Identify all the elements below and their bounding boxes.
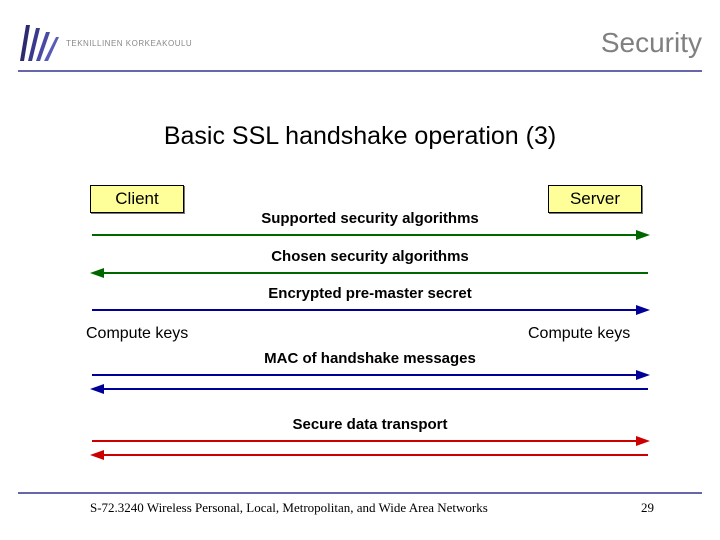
- compute-keys-left: Compute keys: [86, 325, 188, 343]
- header-rule: [18, 70, 702, 72]
- footer-rule: [18, 492, 702, 494]
- arrow-2: [90, 266, 650, 280]
- arrow-3-label: Encrypted pre-master secret: [90, 285, 650, 302]
- arrow-5-label: Secure data transport: [90, 416, 650, 433]
- slide-header: TEKNILLINEN KORKEAKOULU Security: [18, 18, 702, 68]
- institution-logo: TEKNILLINEN KORKEAKOULU: [18, 23, 192, 63]
- arrow-5b: [90, 448, 650, 462]
- header-title: Security: [601, 27, 702, 59]
- arrow-4a: [90, 368, 650, 382]
- arrow-1: [90, 228, 650, 242]
- arrow-3: [90, 303, 650, 317]
- arrow-4b: [90, 382, 650, 396]
- compute-keys-right: Compute keys: [528, 325, 630, 343]
- arrow-2-label: Chosen security algorithms: [90, 248, 650, 265]
- arrow-1-label: Supported security algorithms: [90, 210, 650, 227]
- server-box: Server: [548, 185, 642, 213]
- arrow-4-label: MAC of handshake messages: [90, 350, 650, 367]
- slide-title: Basic SSL handshake operation (3): [0, 122, 720, 151]
- footer-course-text: S-72.3240 Wireless Personal, Local, Metr…: [90, 500, 488, 516]
- logo-text: TEKNILLINEN KORKEAKOULU: [66, 39, 192, 48]
- arrow-5a: [90, 434, 650, 448]
- client-box: Client: [90, 185, 184, 213]
- page-number: 29: [641, 500, 654, 516]
- logo-icon: [18, 23, 60, 63]
